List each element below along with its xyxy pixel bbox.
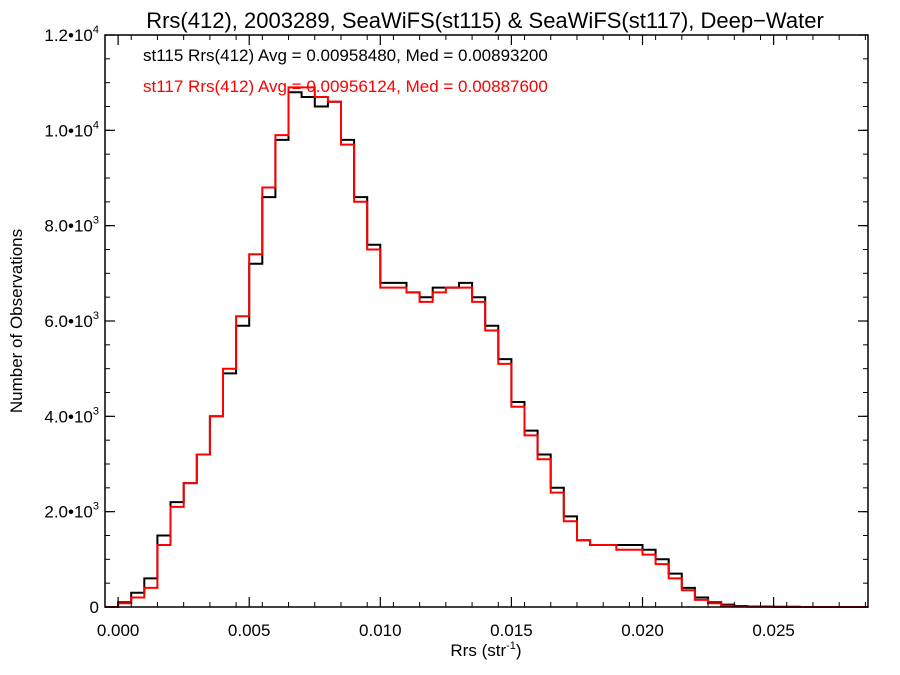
series-group — [105, 86, 868, 608]
x-axis-label: Rrs (str-1) — [450, 640, 521, 660]
annotation-st115: st115 Rrs(412) Avg = 0.00958480, Med = 0… — [143, 46, 548, 65]
plot-frame — [104, 34, 869, 608]
x-axis-label-suffix: ) — [516, 641, 522, 660]
x-tick-label-5: 0.025 — [752, 621, 795, 640]
x-tick-label-2: 0.010 — [359, 621, 402, 640]
x-axis: 0.000 0.005 0.010 0.015 0.020 0.025 — [97, 35, 866, 640]
y-tick-label-1: 2.0•103 — [44, 501, 99, 522]
y-tick-label-2: 4.0•103 — [44, 405, 99, 426]
y-tick-label-6: 1.2•104 — [44, 24, 99, 45]
series-line-1 — [105, 86, 868, 608]
y-tick-label-5: 1.0•104 — [44, 119, 99, 140]
x-axis-label-main: Rrs (str — [450, 641, 506, 660]
x-tick-label-1: 0.005 — [228, 621, 271, 640]
x-tick-label-0: 0.000 — [97, 621, 140, 640]
y-axis-label: Number of Observations — [7, 229, 26, 413]
y-tick-label-3: 6.0•103 — [44, 310, 99, 331]
series-line-0 — [105, 91, 868, 608]
x-axis-label-sup: -1 — [506, 640, 516, 652]
y-tick-label-4: 8.0•103 — [44, 215, 99, 236]
x-tick-label-4: 0.020 — [621, 621, 664, 640]
x-tick-label-3: 0.015 — [490, 621, 533, 640]
annotation-st117: st117 Rrs(412) Avg = 0.00956124, Med = 0… — [143, 77, 548, 96]
y-axis: 0 2.0•103 4.0•103 6.0•103 8.0•103 1.0•104 1.2•… — [44, 24, 868, 617]
y-tick-label-0: 0 — [90, 598, 99, 617]
chart-title: Rrs(412), 2003289, SeaWiFS(st115) & SeaW… — [146, 8, 824, 33]
